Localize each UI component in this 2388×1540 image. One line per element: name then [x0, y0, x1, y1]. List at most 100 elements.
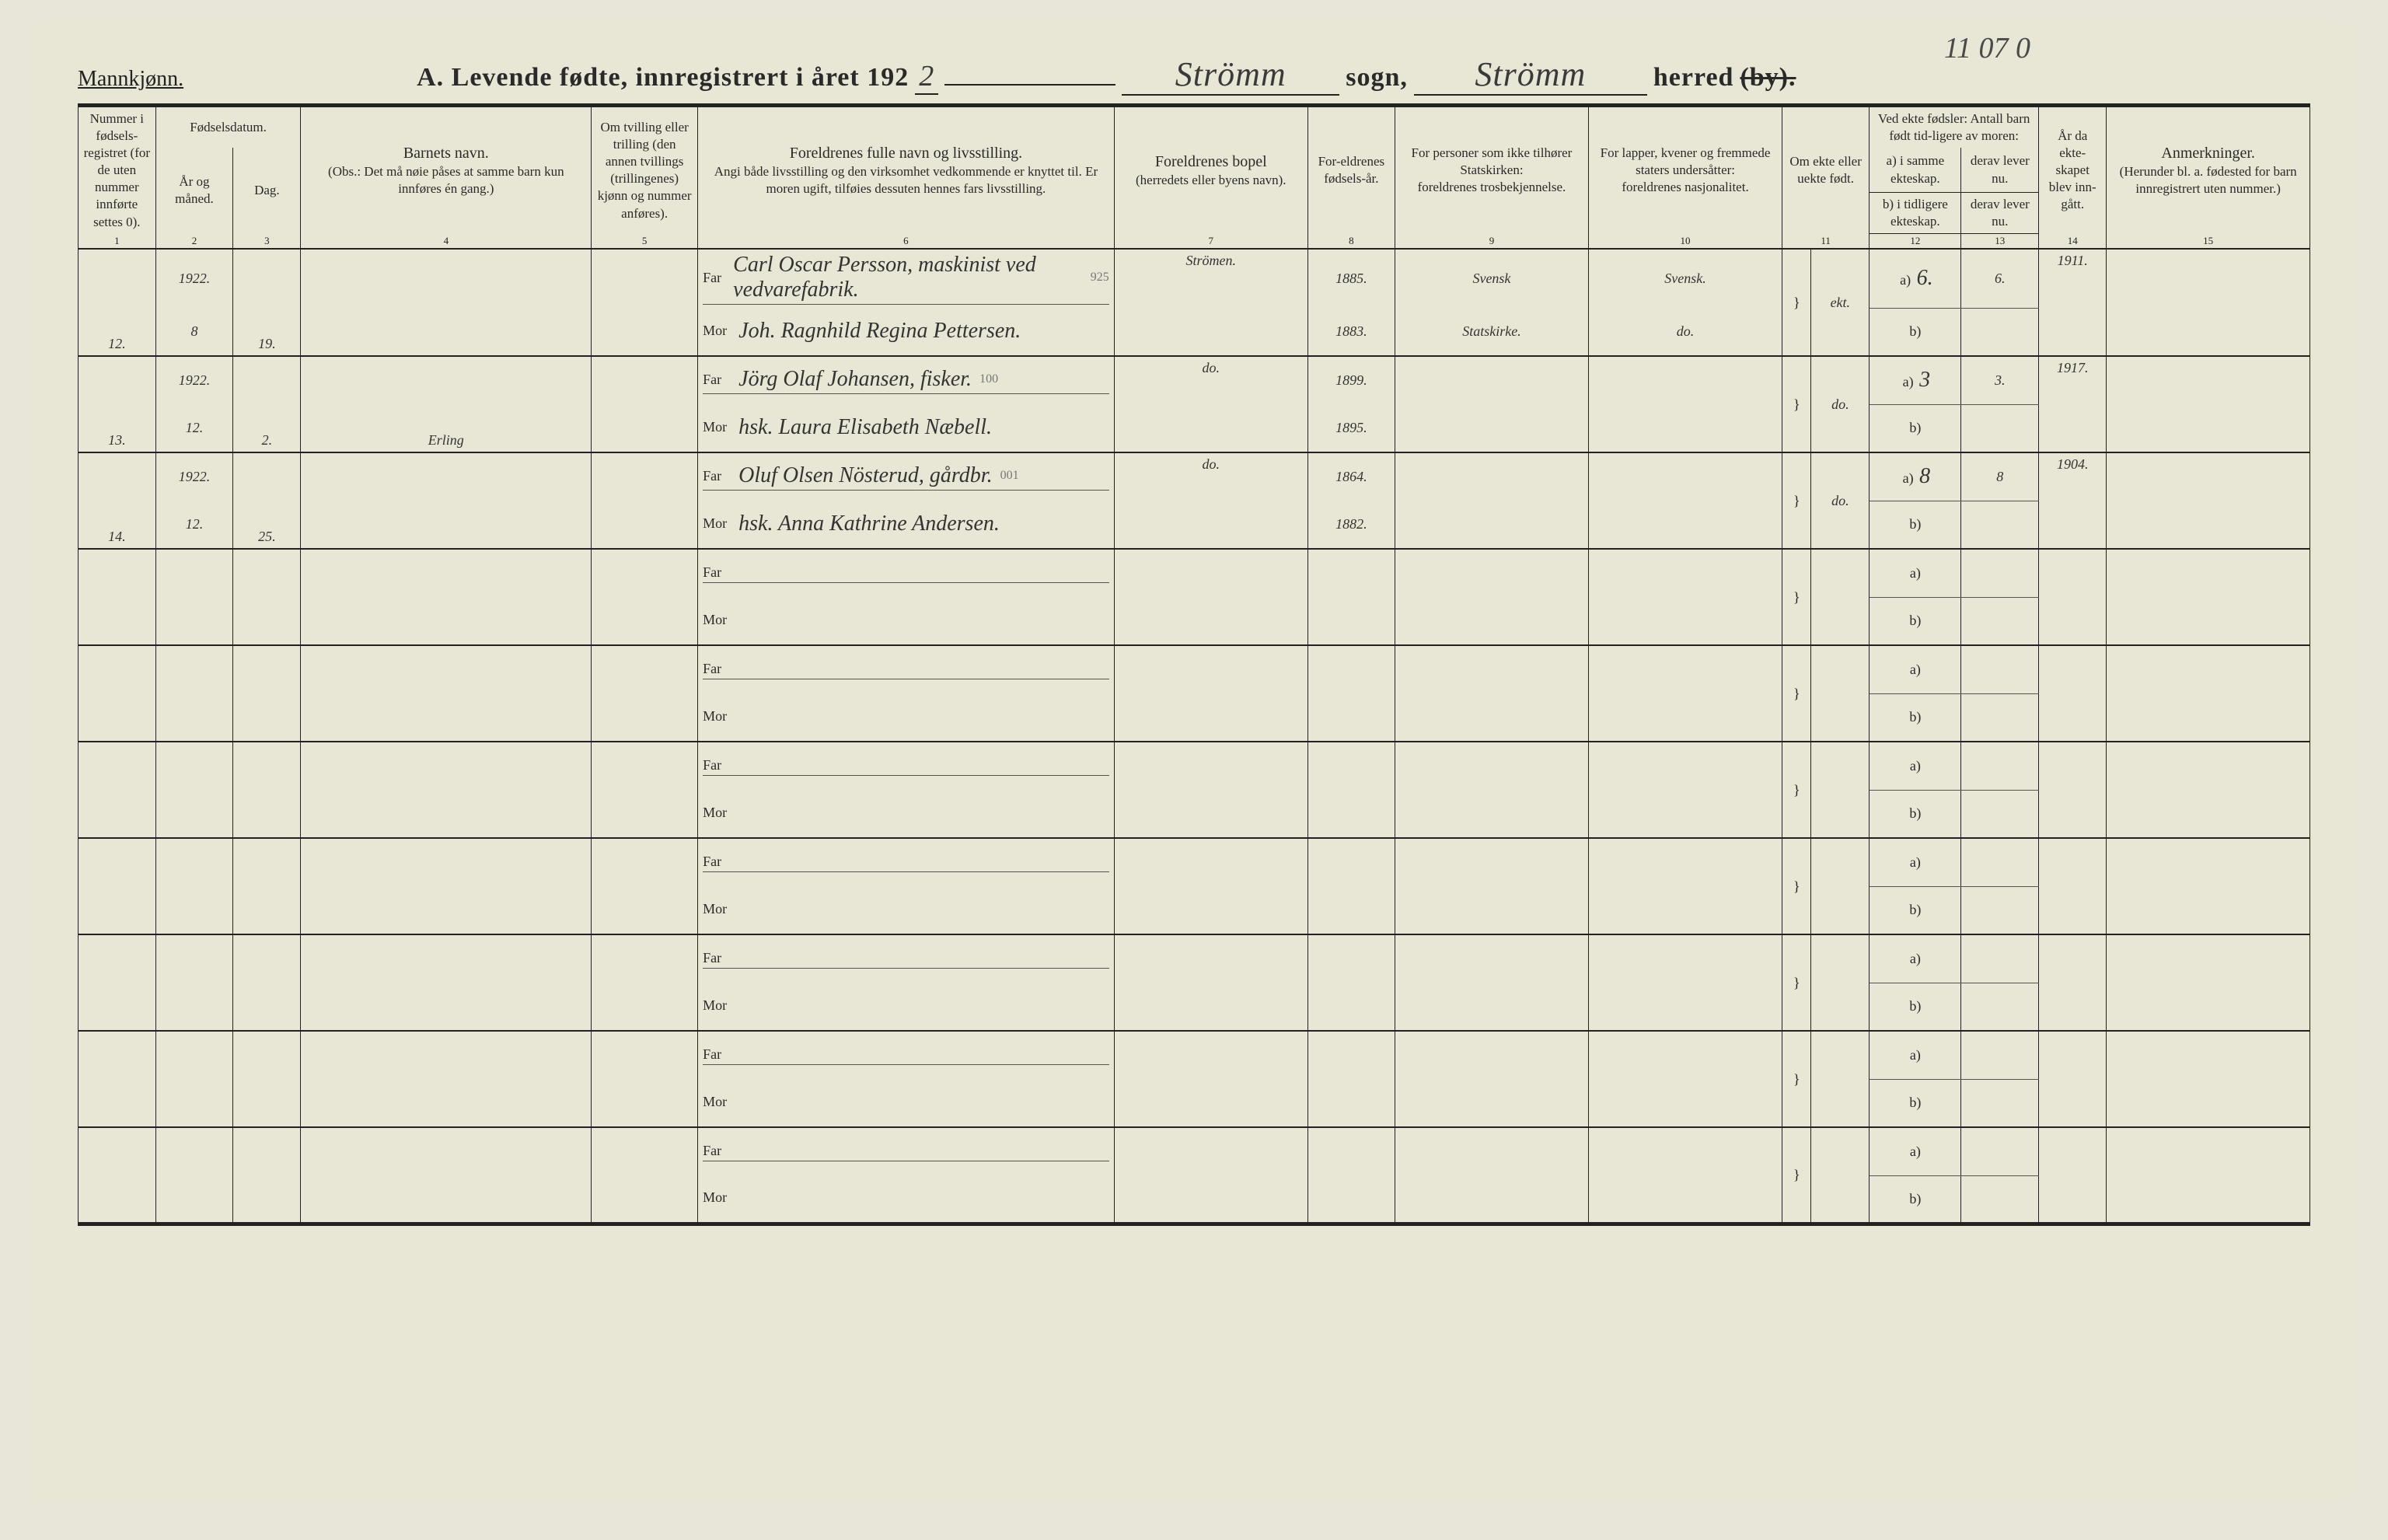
a-now: 3. — [1961, 356, 2039, 404]
entry-row: 14. 1922. 25. FarOluf Olsen Nösterud, gå… — [79, 452, 2310, 501]
head-c15-sub: (Herunder bl. a. fødested for barn innre… — [2111, 163, 2305, 197]
head-c4-sub: (Obs.: Det må nøie påses at samme barn k… — [305, 163, 586, 197]
child-name: Erling — [301, 356, 592, 452]
remarks — [2107, 452, 2310, 549]
entry-month: 12. — [155, 404, 233, 452]
colnum: 9 — [1395, 234, 1588, 250]
register-table: Nummer i fødsels-registret (for de uten … — [78, 103, 2310, 1226]
head-c6-main: Foreldrenes fulle navn og livsstilling. — [703, 143, 1109, 163]
b-prev: b) — [1870, 501, 1961, 549]
a-same: a) 6. — [1870, 249, 1961, 308]
colnum: 1 — [79, 234, 156, 250]
head-c5: Om tvilling eller trilling (den annen tv… — [592, 106, 698, 234]
mother-cell: Morhsk. Anna Kathrine Andersen. — [698, 501, 1115, 549]
father-cell: FarOluf Olsen Nösterud, gårdbr.001 — [698, 452, 1115, 501]
blank-row: Far } a) — [79, 645, 2310, 693]
entry-year: 1922. — [155, 356, 233, 404]
colnum: 7 — [1114, 234, 1307, 250]
residence: do. — [1114, 356, 1307, 452]
colnum: 2 — [155, 234, 233, 250]
blank-row: Far } a) — [79, 838, 2310, 886]
head-c2: År og måned. — [155, 148, 233, 233]
colnum: 11 — [1782, 234, 1870, 250]
a-same: a) 3 — [1870, 356, 1961, 404]
marriage-year: 1917. — [2039, 356, 2107, 452]
child-name — [301, 249, 592, 356]
mor-year: 1883. — [1307, 308, 1395, 356]
colnum: 4 — [301, 234, 592, 250]
head-c4: Barnets navn. (Obs.: Det må nøie påses a… — [301, 106, 592, 234]
mother-cell: Morhsk. Laura Elisabeth Næbell. — [698, 404, 1115, 452]
colnum: 6 — [698, 234, 1115, 250]
head-fodselsdatum: Fødselsdatum. — [155, 106, 301, 148]
b-prev: b) — [1870, 404, 1961, 452]
colnum: 15 — [2107, 234, 2310, 250]
blank-row: Far } a) — [79, 1127, 2310, 1175]
head-c13a: derav lever nu. — [1961, 148, 2039, 192]
gender-label: Mannkjønn. — [78, 67, 183, 92]
colnum: 14 — [2039, 234, 2107, 250]
colnum: 3 — [233, 234, 301, 250]
entry-day: 2. — [233, 356, 301, 452]
mor-year: 1895. — [1307, 404, 1395, 452]
title-prefix: A. Levende fødte, innregistrert i året 1… — [417, 63, 909, 93]
remarks — [2107, 249, 2310, 356]
twin-col — [592, 452, 698, 549]
far-year: 1864. — [1307, 452, 1395, 501]
blank-row: Far } a) — [79, 549, 2310, 597]
father-cell: FarCarl Oscar Persson, maskinist ved ved… — [698, 249, 1115, 308]
blank-row: Far } a) — [79, 1031, 2310, 1079]
a-same: a) 8 — [1870, 452, 1961, 501]
blank-row: Far } a) — [79, 934, 2310, 983]
confession-far: Svensk — [1395, 249, 1588, 308]
confession-mor — [1395, 501, 1588, 549]
title-year: 2 — [915, 59, 938, 95]
b-now — [1961, 308, 2039, 356]
column-numbers-row: 1 2 3 4 5 6 7 8 9 10 11 12 13 14 15 — [79, 234, 2310, 250]
head-c9: For personer som ikke tilhører Statskirk… — [1395, 106, 1588, 234]
head-c13b: derav lever nu. — [1961, 192, 2039, 233]
a-now: 6. — [1961, 249, 2039, 308]
head-c9-main: For personer som ikke tilhører Statskirk… — [1400, 145, 1583, 179]
mother-cell: MorJoh. Ragnhild Regina Pettersen. — [698, 308, 1115, 356]
nationality-mor — [1589, 404, 1782, 452]
head-c15-main: Anmerkninger. — [2111, 143, 2305, 163]
head-c7-main: Foreldrenes bopel — [1119, 152, 1303, 172]
mor-year: 1882. — [1307, 501, 1395, 549]
head-c12b: b) i tidligere ekteskap. — [1870, 192, 1961, 233]
child-name — [301, 452, 592, 549]
b-now — [1961, 501, 2039, 549]
head-c9-sub: foreldrenes trosbekjennelse. — [1400, 179, 1583, 196]
nationality-mor: do. — [1589, 308, 1782, 356]
entry-row: 12. 1922. 19. FarCarl Oscar Persson, mas… — [79, 249, 2310, 308]
entry-number: 14. — [79, 452, 156, 549]
colnum: 13 — [1961, 234, 2039, 250]
table-body: 12. 1922. 19. FarCarl Oscar Persson, mas… — [79, 249, 2310, 1224]
brace-icon: } — [1782, 452, 1811, 549]
head-c4-main: Barnets navn. — [305, 143, 586, 163]
entry-row: 13. 1922. 2. Erling FarJörg Olaf Johanse… — [79, 356, 2310, 404]
remarks — [2107, 356, 2310, 452]
far-year: 1899. — [1307, 356, 1395, 404]
nationality-far — [1589, 452, 1782, 501]
head-c6: Foreldrenes fulle navn og livsstilling. … — [698, 106, 1115, 234]
b-now — [1961, 404, 2039, 452]
nationality-far — [1589, 356, 1782, 404]
confession-mor — [1395, 404, 1588, 452]
brace-icon: } — [1782, 249, 1811, 356]
head-c7: Foreldrenes bopel (herredets eller byens… — [1114, 106, 1307, 234]
head-c11: Om ekte eller uekte født. — [1782, 106, 1870, 234]
head-c12-13: Ved ekte fødsler: Antall barn født tid-l… — [1870, 106, 2039, 148]
residence: Strömen. — [1114, 249, 1307, 356]
page-note: 11 07 0 — [1944, 31, 2030, 65]
herred-value: Strömm — [1414, 54, 1647, 96]
colnum: 5 — [592, 234, 698, 250]
brace-icon: } — [1782, 356, 1811, 452]
head-c10: For lapper, kvener og fremmede staters u… — [1589, 106, 1782, 234]
head-c12a: a) i samme ekteskap. — [1870, 148, 1961, 192]
entry-day: 19. — [233, 249, 301, 356]
confession-far — [1395, 452, 1588, 501]
marriage-year: 1904. — [2039, 452, 2107, 549]
confession-far — [1395, 356, 1588, 404]
head-c6-sub: Angi både livsstilling og den virksomhet… — [703, 163, 1109, 197]
